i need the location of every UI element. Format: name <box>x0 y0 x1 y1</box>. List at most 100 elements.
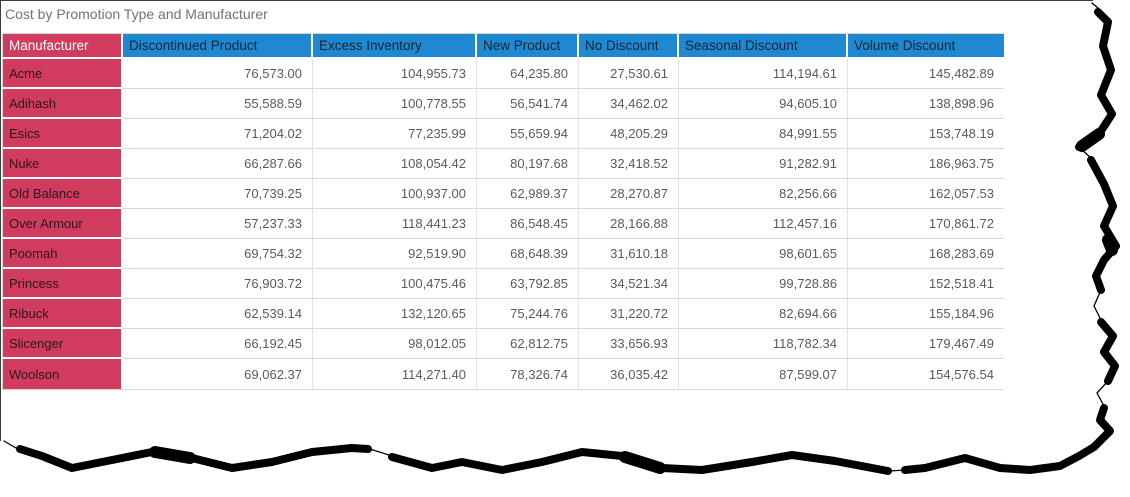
col-header-seasonal-discount[interactable]: Seasonal Discount <box>679 34 848 59</box>
cell[interactable]: 62,539.14 <box>123 299 313 329</box>
table-row: Nuke 66,287.66 108,054.42 80,197.68 32,418.5… <box>3 149 1004 179</box>
cell[interactable]: 99,728.86 <box>679 269 848 299</box>
cell[interactable]: 98,012.05 <box>313 329 477 359</box>
cell[interactable]: 94,605.10 <box>679 89 848 119</box>
cell[interactable]: 170,861.72 <box>848 209 1004 239</box>
row-header[interactable]: Woolson <box>3 359 123 389</box>
cell[interactable]: 48,205.29 <box>579 119 679 149</box>
cell[interactable]: 75,244.76 <box>477 299 579 329</box>
row-header[interactable]: Nuke <box>3 149 123 179</box>
row-header[interactable]: Esics <box>3 119 123 149</box>
cell[interactable]: 84,991.55 <box>679 119 848 149</box>
cell[interactable]: 34,521.34 <box>579 269 679 299</box>
cell[interactable]: 66,192.45 <box>123 329 313 359</box>
cell[interactable]: 114,194.61 <box>679 59 848 89</box>
cell[interactable]: 104,955.73 <box>313 59 477 89</box>
cell[interactable]: 69,754.32 <box>123 239 313 269</box>
cell[interactable]: 98,601.65 <box>679 239 848 269</box>
frame-border-top <box>0 0 1093 1</box>
cell[interactable]: 76,573.00 <box>123 59 313 89</box>
cell[interactable]: 34,462.02 <box>579 89 679 119</box>
cell[interactable]: 152,518.41 <box>848 269 1004 299</box>
cell[interactable]: 55,588.59 <box>123 89 313 119</box>
cell[interactable]: 82,694.66 <box>679 299 848 329</box>
col-header-no-discount[interactable]: No Discount <box>579 34 679 59</box>
cell[interactable]: 70,739.25 <box>123 179 313 209</box>
cell[interactable]: 92,519.90 <box>313 239 477 269</box>
cell[interactable]: 27,530.61 <box>579 59 679 89</box>
cost-table-container: Manufacturer Discontinued Product Excess I… <box>2 33 1004 390</box>
cell[interactable]: 138,898.96 <box>848 89 1004 119</box>
cell[interactable]: 162,057.53 <box>848 179 1004 209</box>
frame-border-left <box>0 0 1 441</box>
cell[interactable]: 118,782.34 <box>679 329 848 359</box>
row-header[interactable]: Old Balance <box>3 179 123 209</box>
cell[interactable]: 31,220.72 <box>579 299 679 329</box>
cell[interactable]: 82,256.66 <box>679 179 848 209</box>
cell[interactable]: 64,235.80 <box>477 59 579 89</box>
cell[interactable]: 112,457.16 <box>679 209 848 239</box>
col-header-volume-discount[interactable]: Volume Discount <box>848 34 1004 59</box>
cell[interactable]: 100,778.55 <box>313 89 477 119</box>
cell[interactable]: 77,235.99 <box>313 119 477 149</box>
cell[interactable]: 62,989.37 <box>477 179 579 209</box>
cell[interactable]: 145,482.89 <box>848 59 1004 89</box>
cell[interactable]: 56,541.74 <box>477 89 579 119</box>
col-header-excess-inventory[interactable]: Excess Inventory <box>313 34 477 59</box>
cost-table: Manufacturer Discontinued Product Excess I… <box>3 34 1004 389</box>
table-row: Old Balance 70,739.25 100,937.00 62,989.37 2… <box>3 179 1004 209</box>
cell[interactable]: 69,062.37 <box>123 359 313 389</box>
cell[interactable]: 66,287.66 <box>123 149 313 179</box>
cell[interactable]: 86,548.45 <box>477 209 579 239</box>
table-row: Over Armour 57,237.33 118,441.23 86,548.45 2… <box>3 209 1004 239</box>
cell[interactable]: 153,748.19 <box>848 119 1004 149</box>
table-row: Ribuck 62,539.14 132,120.65 75,244.76 31,220… <box>3 299 1004 329</box>
cell[interactable]: 114,271.40 <box>313 359 477 389</box>
cell[interactable]: 168,283.69 <box>848 239 1004 269</box>
cell[interactable]: 31,610.18 <box>579 239 679 269</box>
cell[interactable]: 154,576.54 <box>848 359 1004 389</box>
cell[interactable]: 32,418.52 <box>579 149 679 179</box>
table-row: Woolson 69,062.37 114,271.40 78,326.74 36,03… <box>3 359 1004 389</box>
row-header[interactable]: Acme <box>3 59 123 89</box>
cell[interactable]: 36,035.42 <box>579 359 679 389</box>
cell[interactable]: 186,963.75 <box>848 149 1004 179</box>
row-header[interactable]: Slicenger <box>3 329 123 359</box>
table-row: Esics 71,204.02 77,235.99 55,659.94 48,205.2… <box>3 119 1004 149</box>
cell[interactable]: 100,937.00 <box>313 179 477 209</box>
cell[interactable]: 71,204.02 <box>123 119 313 149</box>
row-header[interactable]: Poomah <box>3 239 123 269</box>
table-row: Acme 76,573.00 104,955.73 64,235.80 27,530.6… <box>3 59 1004 89</box>
cell[interactable]: 33,656.93 <box>579 329 679 359</box>
cell[interactable]: 28,270.87 <box>579 179 679 209</box>
cell[interactable]: 87,599.07 <box>679 359 848 389</box>
cell[interactable]: 132,120.65 <box>313 299 477 329</box>
table-row: Slicenger 66,192.45 98,012.05 62,812.75 33,6… <box>3 329 1004 359</box>
cell[interactable]: 68,648.39 <box>477 239 579 269</box>
cell[interactable]: 108,054.42 <box>313 149 477 179</box>
cell[interactable]: 179,467.49 <box>848 329 1004 359</box>
cell[interactable]: 80,197.68 <box>477 149 579 179</box>
cell[interactable]: 155,184.96 <box>848 299 1004 329</box>
row-header[interactable]: Adihash <box>3 89 123 119</box>
cell[interactable]: 118,441.23 <box>313 209 477 239</box>
cell[interactable]: 55,659.94 <box>477 119 579 149</box>
col-header-manufacturer[interactable]: Manufacturer <box>3 34 123 59</box>
cell[interactable]: 63,792.85 <box>477 269 579 299</box>
cell[interactable]: 62,812.75 <box>477 329 579 359</box>
table-row: Princess 76,903.72 100,475.46 63,792.85 34,5… <box>3 269 1004 299</box>
col-header-new-product[interactable]: New Product <box>477 34 579 59</box>
row-header[interactable]: Ribuck <box>3 299 123 329</box>
cell[interactable]: 28,166.88 <box>579 209 679 239</box>
cell[interactable]: 91,282.91 <box>679 149 848 179</box>
cell[interactable]: 100,475.46 <box>313 269 477 299</box>
cell[interactable]: 78,326.74 <box>477 359 579 389</box>
row-header[interactable]: Over Armour <box>3 209 123 239</box>
row-header[interactable]: Princess <box>3 269 123 299</box>
col-header-discontinued-product[interactable]: Discontinued Product <box>123 34 313 59</box>
cell[interactable]: 76,903.72 <box>123 269 313 299</box>
cell[interactable]: 57,237.33 <box>123 209 313 239</box>
header-row: Manufacturer Discontinued Product Excess I… <box>3 34 1004 59</box>
table-row: Poomah 69,754.32 92,519.90 68,648.39 31,610.… <box>3 239 1004 269</box>
